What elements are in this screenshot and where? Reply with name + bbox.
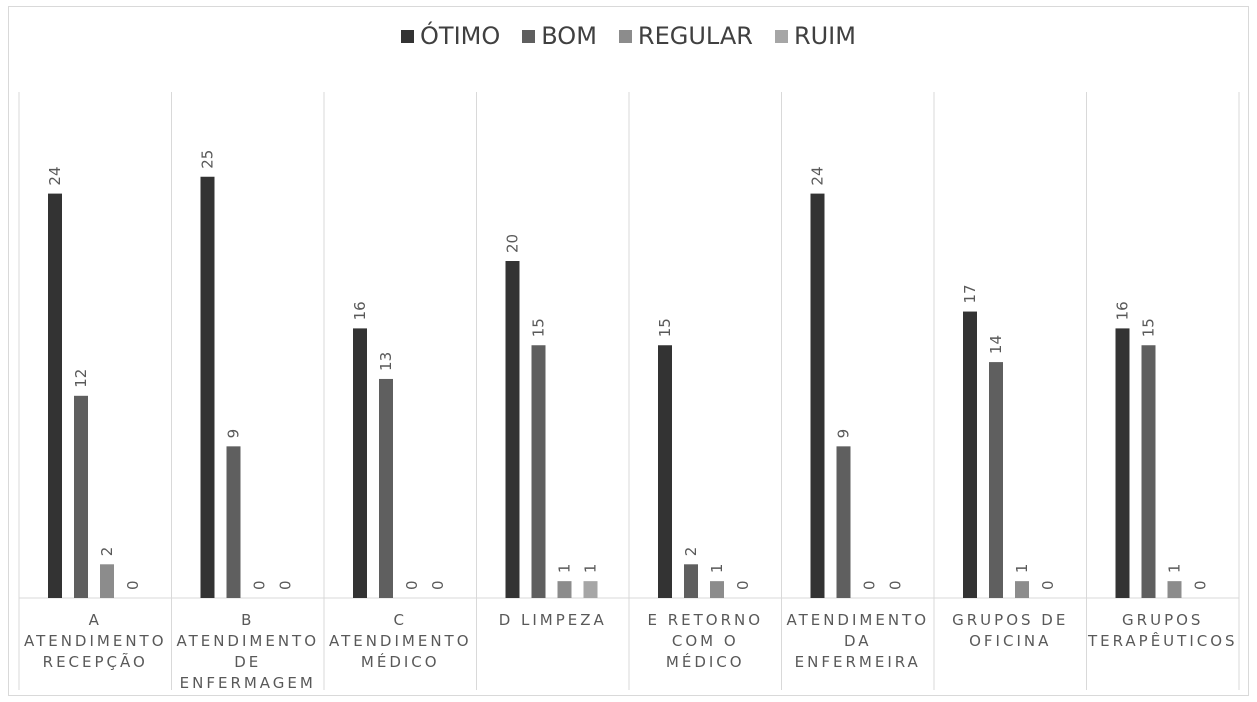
bar-1-0 [74, 395, 88, 598]
bar-0-6 [963, 311, 977, 598]
data-label: 2 [98, 547, 116, 557]
bar-0-1 [200, 176, 215, 598]
data-label: 24 [46, 167, 64, 186]
data-label: 0 [124, 580, 142, 590]
bar-1-1 [226, 446, 241, 598]
data-label: 1 [708, 564, 726, 574]
legend-label: RUIM [793, 22, 856, 50]
bar-2-4 [710, 581, 724, 598]
bar-1-7 [1141, 345, 1156, 598]
data-label: 13 [377, 352, 395, 371]
data-label: 1 [1166, 564, 1184, 574]
data-label: 0 [861, 580, 879, 590]
data-label: 1 [1013, 564, 1031, 574]
bar-1-4 [684, 564, 698, 598]
data-label: 17 [961, 284, 979, 303]
data-label: 15 [656, 318, 674, 337]
legend-swatch [618, 29, 632, 43]
bar-0-4 [658, 345, 672, 598]
legend-item-2: REGULAR [618, 22, 753, 50]
data-label: 14 [987, 335, 1005, 354]
bar-0-7 [1115, 328, 1130, 598]
bar-0-0 [48, 193, 62, 598]
bar-0-5 [810, 193, 825, 598]
category-label: A ATENDIMENTO RECEPÇÃO [23, 611, 167, 671]
legend-swatch [522, 29, 536, 43]
category-label: ATENDIMENTO DA ENFERMEIRA [786, 611, 930, 671]
data-label: 24 [809, 167, 827, 186]
legend-label: ÓTIMO [420, 22, 501, 50]
bar-1-5 [836, 446, 851, 598]
bar-0-3 [505, 261, 520, 598]
data-label: 0 [1192, 580, 1210, 590]
legend-item-3: RUIM [774, 22, 856, 50]
data-label: 0 [277, 580, 295, 590]
bar-1-3 [531, 345, 546, 598]
category-label: B ATENDIMENTO DE ENFERMAGEM [176, 611, 320, 692]
legend-label: REGULAR [637, 22, 753, 50]
data-label: 15 [1140, 318, 1158, 337]
data-label: 0 [734, 580, 752, 590]
category-label: GRUPOS TERAPÊUTICOS [1087, 611, 1238, 650]
bar-1-6 [989, 362, 1003, 598]
data-label: 2 [682, 547, 700, 557]
bar-3-3 [583, 581, 598, 598]
data-label: 0 [429, 580, 447, 590]
bar-2-0 [100, 564, 114, 598]
data-label: 15 [530, 318, 548, 337]
data-label: 9 [835, 429, 853, 439]
data-label: 20 [504, 234, 522, 253]
data-label: 16 [1114, 301, 1132, 320]
legend-item-1: BOM [522, 22, 597, 50]
bar-2-6 [1015, 581, 1029, 598]
legend: ÓTIMO BOM REGULAR RUIM [0, 22, 1257, 50]
data-label: 0 [887, 580, 905, 590]
bar-2-7 [1167, 581, 1182, 598]
data-label: 0 [403, 580, 421, 590]
data-label: 9 [225, 429, 243, 439]
legend-swatch [401, 29, 415, 43]
bar-1-2 [379, 378, 393, 598]
data-label: 0 [251, 580, 269, 590]
legend-item-0: ÓTIMO [401, 22, 500, 50]
data-label: 0 [1039, 580, 1057, 590]
data-label: 16 [351, 301, 369, 320]
data-label: 12 [72, 369, 90, 388]
data-label: 25 [199, 150, 217, 169]
legend-swatch [774, 29, 788, 43]
category-label: D LIMPEZA [498, 611, 607, 629]
category-label: GRUPOS DE OFICINA [952, 611, 1069, 650]
data-label: 1 [582, 564, 600, 574]
category-label: C ATENDIMENTO MÉDICO [328, 611, 472, 671]
data-label: 1 [556, 564, 574, 574]
category-label: E RETORNO COM O MÉDICO [647, 611, 764, 671]
bar-0-2 [353, 328, 367, 598]
bar-2-3 [557, 581, 572, 598]
legend-label: BOM [541, 22, 597, 50]
